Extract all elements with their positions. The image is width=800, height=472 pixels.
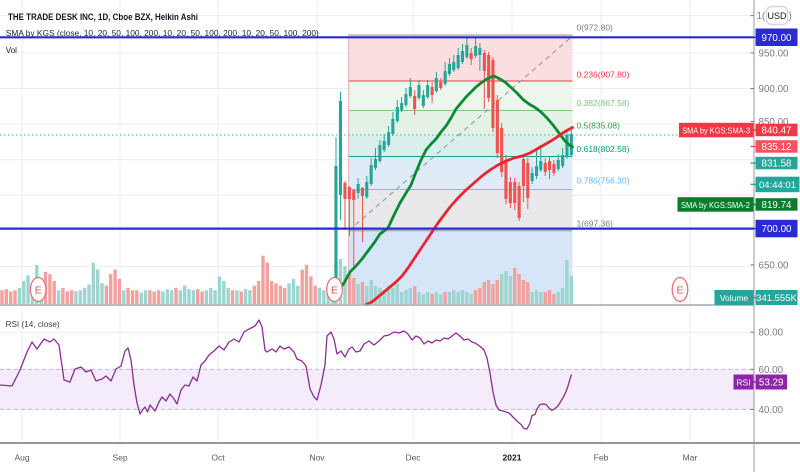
svg-text:0.5(835.08): 0.5(835.08) [577, 121, 621, 131]
svg-text:Aug: Aug [14, 453, 29, 463]
svg-text:RSI: RSI [736, 378, 750, 388]
svg-text:1(: 1( [757, 11, 766, 22]
svg-text:Sep: Sep [112, 453, 127, 463]
svg-text:835.12: 835.12 [762, 142, 792, 153]
svg-text:Volume: Volume [720, 293, 749, 303]
svg-text:Mar: Mar [683, 453, 698, 463]
svg-text:60.00: 60.00 [759, 365, 784, 376]
svg-text:RSI (14, close): RSI (14, close) [6, 320, 60, 329]
svg-text:819.74: 819.74 [762, 200, 793, 211]
svg-text:Dec: Dec [405, 453, 421, 463]
svg-text:2021: 2021 [503, 453, 522, 463]
svg-text:): ) [789, 11, 792, 22]
svg-text:Oct: Oct [211, 453, 225, 463]
svg-text:Feb: Feb [594, 453, 609, 463]
svg-text:Vol: Vol [6, 46, 17, 55]
svg-text:E: E [35, 285, 42, 297]
svg-text:80.00: 80.00 [759, 328, 784, 339]
svg-text:0.618(802.58): 0.618(802.58) [577, 144, 630, 154]
svg-text:SMA by KGS (close, 10, 20, 50,: SMA by KGS (close, 10, 20, 50, 100, 200,… [6, 29, 319, 38]
svg-text:E: E [676, 285, 683, 297]
svg-text:840.47: 840.47 [762, 125, 792, 136]
svg-text:USD: USD [767, 11, 787, 21]
svg-text:0.786(756.30): 0.786(756.30) [577, 175, 630, 185]
svg-text:900.00: 900.00 [759, 84, 790, 95]
svg-text:0(972.80): 0(972.80) [577, 23, 614, 33]
svg-text:700.00: 700.00 [762, 224, 793, 235]
svg-text:0.382(867.58): 0.382(867.58) [577, 98, 630, 108]
svg-text:SMA by KGS:SMA-3: SMA by KGS:SMA-3 [682, 126, 750, 136]
svg-text:04:44:01: 04:44:01 [759, 180, 796, 191]
svg-text:53.29: 53.29 [759, 378, 784, 389]
svg-text:831.58: 831.58 [762, 159, 793, 170]
svg-text:650.00: 650.00 [759, 260, 790, 271]
svg-text:970.00: 970.00 [762, 33, 793, 44]
svg-text:341.555K: 341.555K [756, 293, 797, 304]
svg-text:0.236(907.80): 0.236(907.80) [577, 70, 630, 80]
svg-text:40.00: 40.00 [759, 405, 784, 416]
svg-text:Nov: Nov [309, 453, 325, 463]
svg-text:850.00: 850.00 [759, 117, 790, 128]
svg-text:950.00: 950.00 [759, 48, 790, 59]
svg-text:SMA by KGS:SMA-2: SMA by KGS:SMA-2 [681, 200, 750, 210]
svg-text:THE TRADE DESK INC, 1D, Cboe B: THE TRADE DESK INC, 1D, Cboe BZX, Heikin… [8, 12, 198, 22]
svg-text:E: E [331, 285, 338, 297]
svg-text:1(697.36): 1(697.36) [577, 219, 614, 229]
